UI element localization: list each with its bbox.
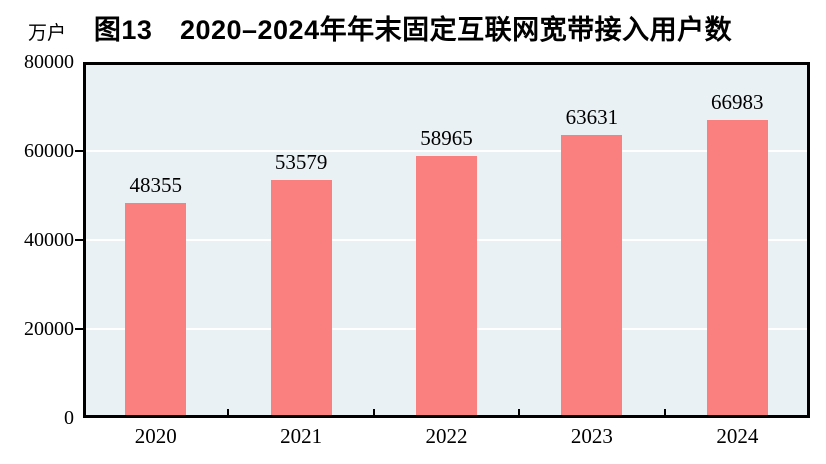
y-axis-tick-mark — [75, 328, 83, 330]
x-axis-tick — [663, 409, 666, 418]
bar-2023 — [561, 134, 623, 418]
x-axis-category-label: 2020 — [134, 424, 177, 448]
bar-value-label: 58965 — [420, 125, 473, 150]
x-axis-labels-row: 2020 2021 2022 2023 2024 — [83, 424, 810, 448]
gridline — [83, 150, 810, 152]
y-axis-tick-label: 0 — [64, 407, 74, 429]
y-axis-tick-label: 60000 — [24, 140, 74, 162]
x-axis-category-label: 2021 — [280, 424, 323, 448]
y-axis-tick-mark — [75, 150, 83, 152]
x-axis-tick — [518, 409, 521, 418]
bar-2020 — [125, 202, 187, 418]
y-axis-tick-label: 20000 — [24, 318, 74, 340]
y-axis-unit-label: 万户 — [28, 23, 67, 44]
bar-2022 — [416, 155, 477, 418]
bar-2024 — [706, 119, 768, 418]
chart-title: 图13 2020–2024年年末固定互联网宽带接入用户数 — [93, 15, 733, 45]
y-axis-tick-label: 40000 — [24, 229, 74, 251]
y-axis-tick-label: 80000 — [24, 51, 74, 73]
bar-value-label: 66983 — [711, 89, 764, 114]
bar-value-label: 48355 — [129, 172, 182, 197]
plot-area: 48355 53579 58965 63631 66983 — [83, 62, 810, 418]
x-axis-category-label: 2023 — [570, 424, 613, 448]
bar-2021 — [270, 179, 332, 418]
bar-value-label: 53579 — [274, 149, 328, 174]
y-axis-tick-mark — [75, 239, 83, 241]
x-axis-tick — [227, 409, 230, 418]
bar-value-label: 63631 — [565, 104, 619, 129]
x-axis-category-label: 2024 — [716, 424, 759, 448]
x-axis-tick — [372, 409, 375, 418]
x-axis-category-label: 2022 — [425, 424, 468, 448]
